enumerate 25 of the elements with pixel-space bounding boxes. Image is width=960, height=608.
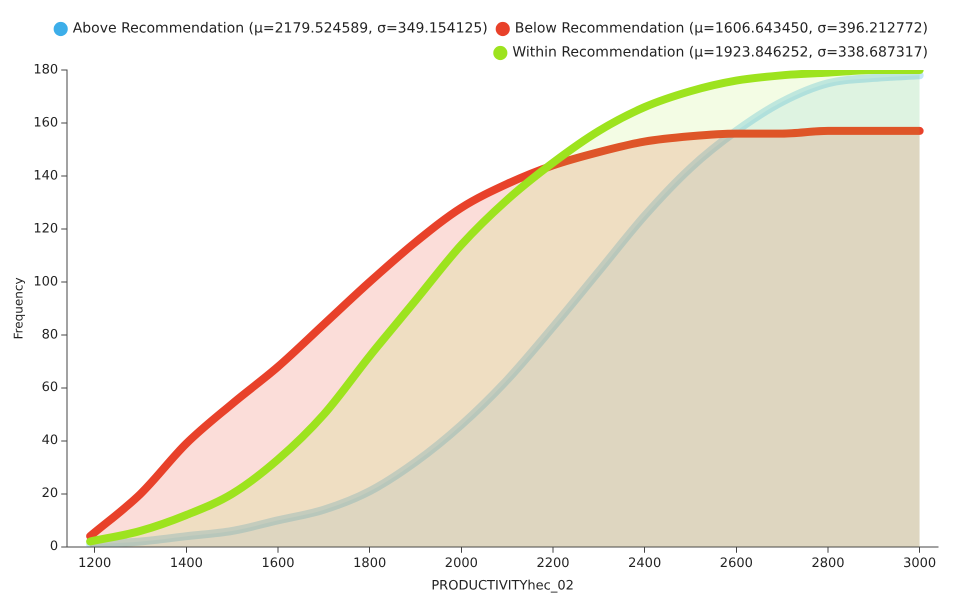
y-tick-label: 140: [33, 168, 58, 184]
y-tick-label: 120: [33, 221, 58, 236]
y-tick-label: 80: [42, 327, 58, 342]
x-tick-label: 3000: [903, 556, 936, 571]
x-tick-label: 2000: [444, 556, 478, 571]
x-tick-label: 1400: [170, 556, 203, 571]
x-tick-label: 1600: [261, 556, 295, 571]
y-tick-label: 0: [50, 539, 58, 554]
x-tick-label: 2800: [811, 556, 845, 571]
legend-label: Below Recommendation (μ=1606.643450, σ=396.212772): [514, 20, 928, 37]
y-tick-label: 180: [33, 62, 58, 78]
x-tick-label: 1200: [78, 556, 112, 571]
y-tick-label: 160: [33, 115, 58, 130]
legend-label: Above Recommendation (μ=2179.524589, σ=349.154125): [72, 20, 488, 37]
y-tick-label: 40: [42, 433, 58, 448]
y-tick-label: 20: [42, 486, 58, 502]
x-tick-label: 2400: [628, 556, 662, 571]
y-axis-title: Frequency: [11, 277, 26, 340]
legend-label: Within Recommendation (μ=1923.846252, σ=338.687317): [512, 44, 928, 61]
x-tick-label: 1800: [353, 556, 386, 571]
y-tick-label: 100: [33, 274, 58, 290]
x-axis-title: PRODUCTIVITYhec_02: [431, 578, 574, 594]
x-tick-label: 2200: [536, 556, 570, 571]
x-tick-label: 2600: [720, 556, 753, 571]
y-tick-label: 60: [42, 380, 58, 396]
